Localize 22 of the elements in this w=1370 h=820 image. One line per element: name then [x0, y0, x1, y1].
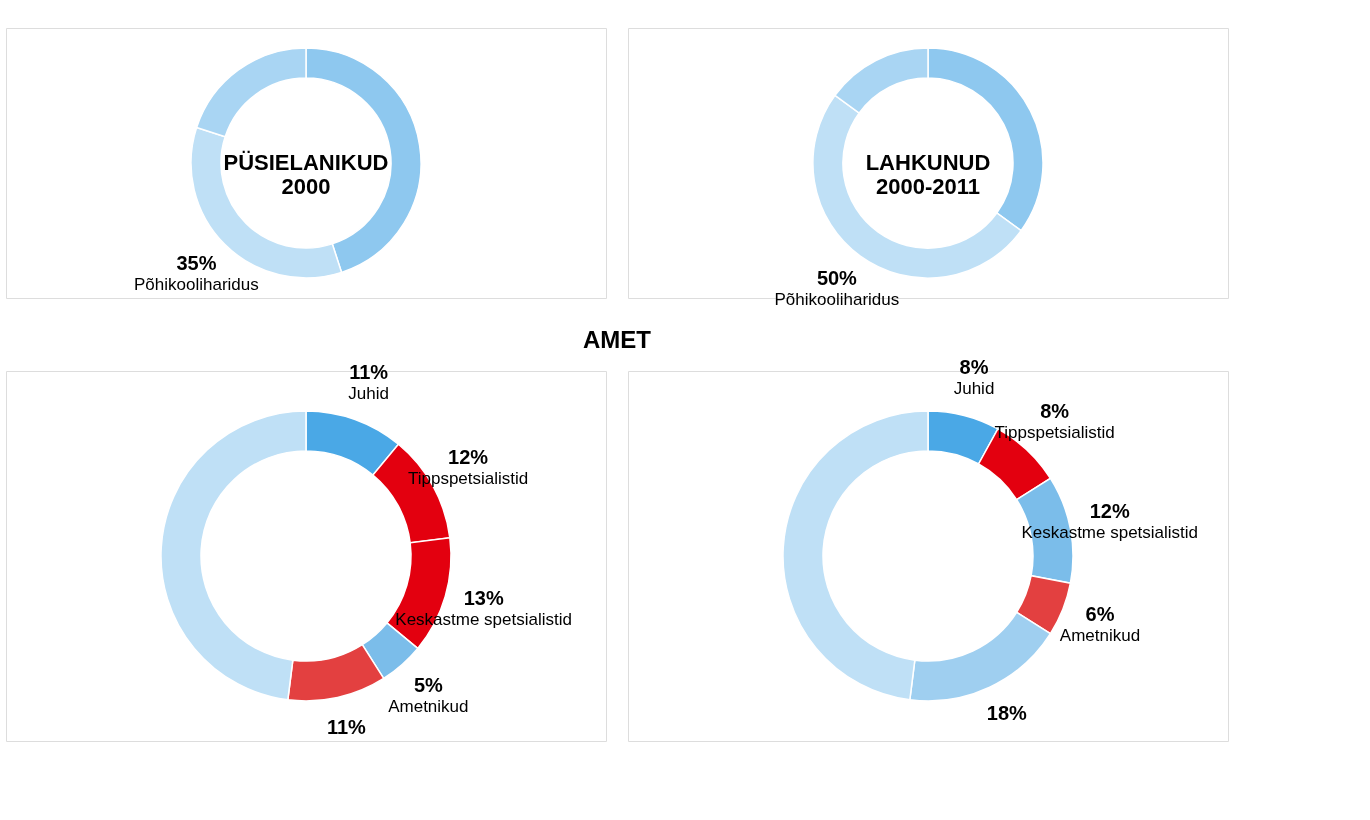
chart-title: AMET [583, 326, 652, 354]
data-label: 5% [413, 673, 444, 696]
text: PÜSIELANIKUD 2000 [223, 150, 389, 199]
slice-label: Ametnikud [1059, 626, 1141, 646]
data-label: 12% [448, 445, 489, 468]
data-label: 35% [176, 251, 217, 274]
data-label: 11% [349, 360, 389, 383]
slice-label: Juhid [953, 378, 995, 398]
data-label: 6% [1085, 603, 1115, 626]
data-label: 11% [326, 715, 367, 738]
slice-label: Keskastme spetsialistid [1021, 523, 1199, 543]
slice-label: Põhikooliharidus [134, 274, 259, 294]
data-label: 12% [1089, 500, 1130, 523]
slice-label: Põhikooliharidus [774, 290, 900, 310]
data-label: 50% [816, 267, 858, 290]
slice-label: Ametnikud [388, 696, 469, 716]
text: LAHKUNUD 2000-2011 [865, 150, 991, 199]
data-label: 8% [1040, 400, 1070, 423]
slice-label: Juhid [348, 383, 389, 403]
data-label: 13% [463, 586, 504, 609]
data-label: 8% [959, 355, 989, 378]
data-label: 18% [986, 702, 1027, 725]
